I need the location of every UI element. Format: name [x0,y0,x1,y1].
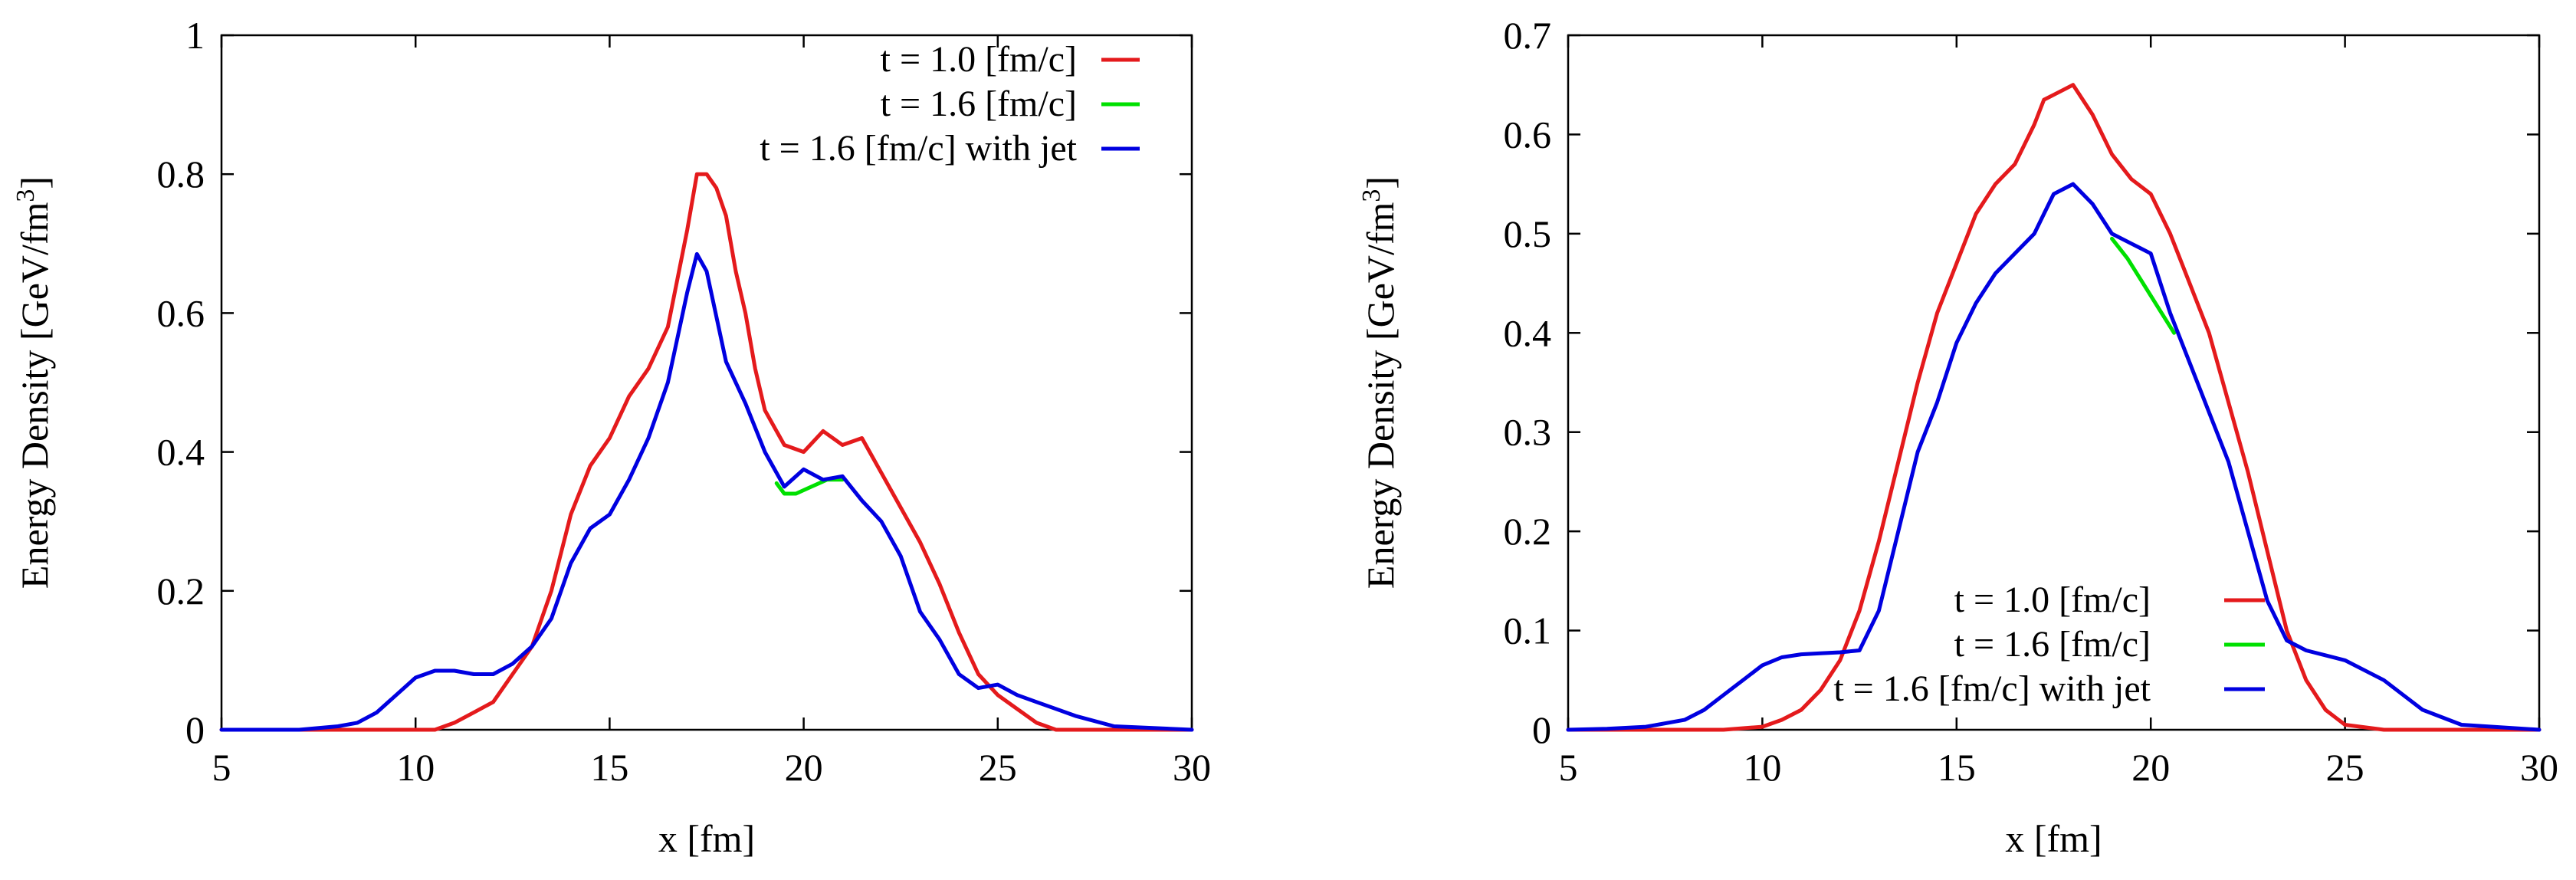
plot-frame [220,34,1193,731]
x-tick-label: 5 [1559,746,1578,789]
y-tick-label: 0 [185,708,205,751]
y-tick-label: 0 [1532,708,1551,751]
x-tick-label: 30 [2520,746,2558,789]
y-tick-label: 1 [185,14,205,57]
legend-label: t = 1.0 [fm/c] [1954,580,2151,620]
x-tick-label: 10 [396,746,435,789]
series-line-2 [219,251,1194,732]
y-axis-label-end: ] [13,176,56,189]
legend-label: t = 1.6 [fm/c] [1954,624,2151,665]
y-tick-label: 0.5 [1504,212,1552,255]
y-tick-label: 0.6 [157,291,205,334]
legend-label: t = 1.0 [fm/c] [881,39,1077,80]
y-axis-label-text: Energy Density [GeV/fm [13,202,56,589]
x-tick-label: 25 [2326,746,2364,789]
series-line-1 [2110,236,2177,335]
y-tick-label: 0.3 [1504,411,1552,454]
x-tick-label: 10 [1743,746,1781,789]
y-axis-label-superscript: 3 [11,189,40,202]
legend-label: t = 1.6 [fm/c] with jet [760,128,1077,169]
legend-label: t = 1.6 [fm/c] with jet [1833,668,2151,709]
y-axis-label-text: Energy Density [GeV/fm [1359,202,1402,589]
y-tick-label: 0.4 [1504,311,1552,354]
y-axis-label-end: ] [1359,176,1402,189]
y-axis-label: Energy Density [GeV/fm3] [11,176,57,589]
x-tick-label: 5 [212,746,231,789]
y-axis-label-superscript: 3 [1357,189,1386,202]
legend-label: t = 1.6 [fm/c] [881,84,1077,124]
x-tick-label: 15 [590,746,628,789]
y-tick-label: 0.4 [157,431,205,474]
series-line-2 [1566,182,2542,732]
right-energy-density-chart: 5 10 15 20 25 30 0 0.1 0.2 0.3 0.4 0.5 0.6 0.7 x [fm] E… [1357,14,2559,860]
series-line-0 [219,172,1194,732]
plot-frame [1567,34,2541,731]
x-tick-label: 20 [2131,746,2170,789]
y-axis-label: Energy Density [GeV/fm3] [1357,176,1403,589]
x-axis-label: x [fm] [658,817,755,860]
x-tick-label: 25 [979,746,1017,789]
x-axis-label: x [fm] [2005,817,2102,860]
y-tick-label: 0.2 [1504,510,1552,553]
y-tick-label: 0.2 [157,570,205,612]
left-energy-density-chart: 5 10 15 20 25 30 0 0.2 0.4 0.6 0.8 1 x [fm] Energy De… [11,14,1212,860]
x-tick-label: 15 [1938,746,1976,789]
x-tick-label: 20 [785,746,823,789]
y-tick-label: 0.8 [157,153,205,195]
y-tick-label: 0.7 [1504,14,1552,57]
y-tick-label: 0.1 [1504,609,1552,652]
x-tick-label: 30 [1173,746,1211,789]
y-tick-label: 0.6 [1504,113,1552,156]
